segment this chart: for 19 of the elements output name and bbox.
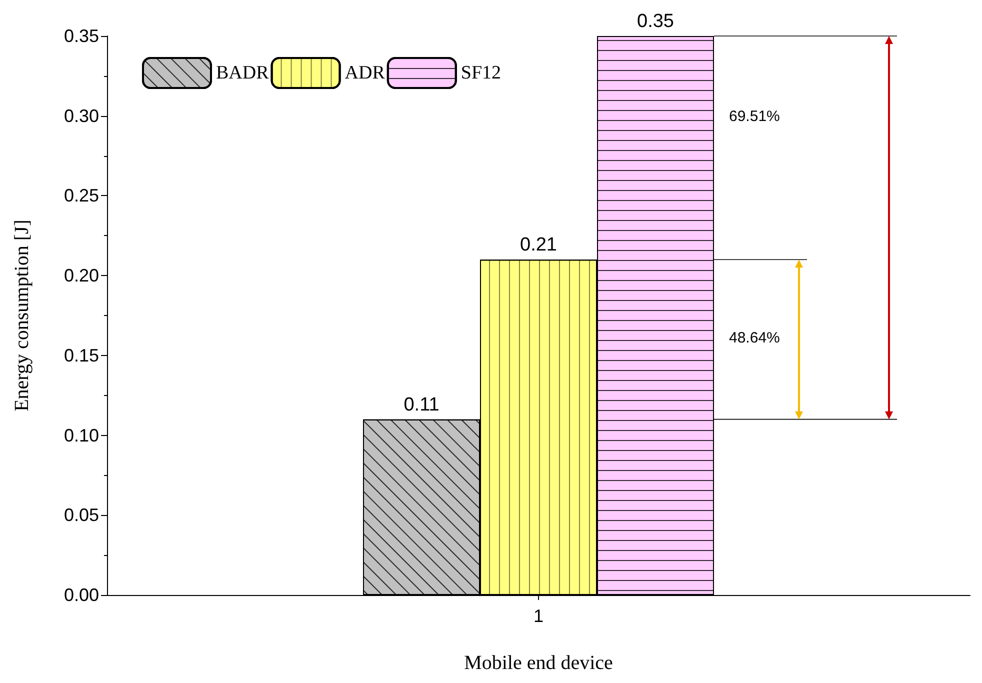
legend-label: SF12	[460, 62, 502, 84]
y-tick-label: 0.10	[64, 425, 99, 446]
y-axis-title: Energy consumption [J]	[11, 220, 33, 412]
data-label: 0.11	[404, 394, 440, 416]
y-tick-label: 0.20	[64, 266, 99, 286]
x-axis-title: Mobile end device	[464, 652, 614, 674]
data-label: 0.35	[637, 11, 674, 32]
y-tick-label: 0.25	[64, 186, 99, 206]
x-tick-label: 1	[533, 606, 544, 626]
annotation: 48.64%	[729, 329, 780, 346]
annotation: 69.51%	[729, 108, 780, 125]
y-tick-label: 0.35	[64, 26, 99, 46]
y-tick-label: 0.05	[64, 505, 99, 526]
y-tick-label: 0.15	[64, 345, 99, 366]
legend-label: ADR	[344, 62, 386, 84]
y-tick-label: 0.00	[64, 585, 99, 605]
y-tick-label: 0.30	[64, 106, 99, 126]
legend-label: BADR	[216, 62, 270, 84]
data-label: 0.21	[520, 234, 557, 256]
